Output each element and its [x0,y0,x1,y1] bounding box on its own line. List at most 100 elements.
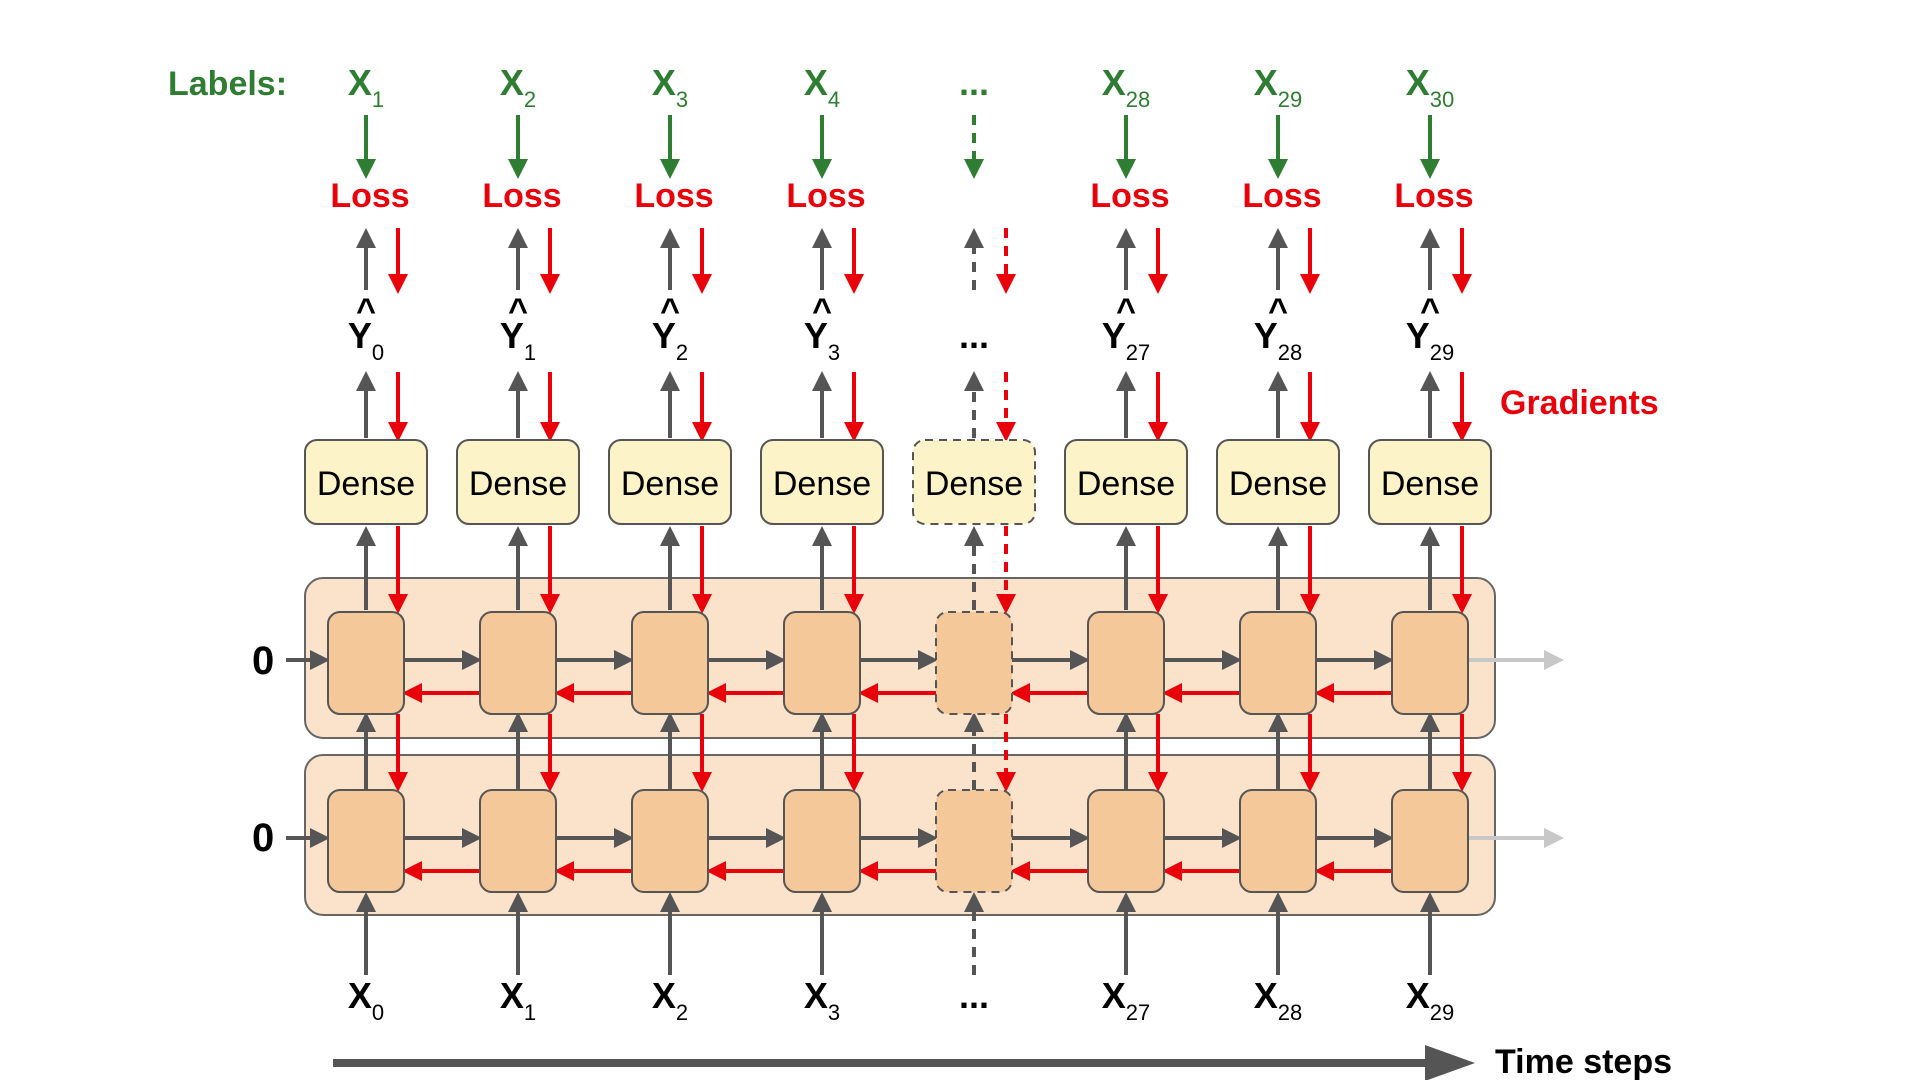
box-layer [304,439,1492,893]
pred-hat-7: ^ [1420,292,1440,330]
rnn-cell-l2-3 [783,789,861,893]
loss-label-2: Loss [634,177,713,215]
loss-label-3: Loss [786,177,865,215]
rnn-cell-l1-4 [935,611,1013,715]
prediction-2: Y2 [652,315,688,365]
label-5-subscript: 28 [1126,87,1150,112]
input-6-base: X [1254,975,1278,1016]
input-4-base: ... [959,975,989,1016]
label-2-subscript: 3 [676,87,688,112]
prediction-7: Y29 [1406,315,1455,365]
rnn-cell-l1-6 [1239,611,1317,715]
input-7-base: X [1406,975,1430,1016]
label-7-base: X [1406,62,1430,103]
prediction-3-base: Y [804,315,828,356]
label-7: X30 [1406,62,1455,112]
input-3-subscript: 3 [828,1000,840,1025]
label-1-subscript: 2 [524,87,536,112]
dense-label-5: Dense [1077,465,1175,503]
pred-hat-0: ^ [356,292,376,330]
label-2-base: X [652,62,676,103]
time-steps-label: Time steps [1495,1043,1672,1080]
prediction-0-subscript: 0 [372,340,384,365]
prediction-0-base: Y [348,315,372,356]
input-7-subscript: 29 [1430,1000,1454,1025]
prediction-5: Y27 [1102,315,1151,365]
input-6-subscript: 28 [1278,1000,1302,1025]
input-4: ... [959,975,989,1016]
input-5-subscript: 27 [1126,1000,1150,1025]
pred-hat-5: ^ [1116,292,1136,330]
input-2-base: X [652,975,676,1016]
label-0-base: X [348,62,372,103]
rnn-cell-l2-0 [327,789,405,893]
label-0-subscript: 1 [372,87,384,112]
dense-label-6: Dense [1229,465,1327,503]
prediction-1: Y1 [500,315,536,365]
prediction-2-base: Y [652,315,676,356]
rnn-cell-l2-4 [935,789,1013,893]
gradients-label: Gradients [1500,384,1659,422]
dense-label-0: Dense [317,465,415,503]
initial-state-bottom: 0 [252,816,274,860]
pred-hat-3: ^ [812,292,832,330]
dense-label-2: Dense [621,465,719,503]
dense-box-5 [1064,439,1188,525]
input-6: X28 [1254,975,1303,1025]
rnn-cell-l2-6 [1239,789,1317,893]
input-3: X3 [804,975,840,1025]
dense-box-3 [760,439,884,525]
input-5-base: X [1102,975,1126,1016]
label-6-base: X [1254,62,1278,103]
labels-title: Labels: [168,65,287,103]
rnn-cell-l1-1 [479,611,557,715]
input-1-base: X [500,975,524,1016]
input-5: X27 [1102,975,1151,1025]
dense-box-7 [1368,439,1492,525]
input-0-base: X [348,975,372,1016]
input-3-base: X [804,975,828,1016]
pred-hat-6: ^ [1268,292,1288,330]
loss-label-7: Loss [1394,177,1473,215]
input-7: X29 [1406,975,1455,1025]
rnn-cell-l1-3 [783,611,861,715]
label-6: X29 [1254,62,1303,112]
rnn-cell-l2-7 [1391,789,1469,893]
label-0: X1 [348,62,384,112]
label-1: X2 [500,62,536,112]
loss-label-0: Loss [330,177,409,215]
prediction-3: Y3 [804,315,840,365]
dense-box-2 [608,439,732,525]
dense-label-4: Dense [925,465,1023,503]
initial-state-top: 0 [252,639,274,683]
prediction-1-subscript: 1 [524,340,536,365]
pred-hat-1: ^ [508,292,528,330]
label-5-base: X [1102,62,1126,103]
input-0-subscript: 0 [372,1000,384,1025]
input-1: X1 [500,975,536,1025]
label-3: X4 [804,62,840,112]
rnn-cell-l1-2 [631,611,709,715]
prediction-3-subscript: 3 [828,340,840,365]
loss-label-5: Loss [1090,177,1169,215]
dense-box-6 [1216,439,1340,525]
time-axis-head [1425,1045,1475,1080]
prediction-5-subscript: 27 [1126,340,1150,365]
loss-label-6: Loss [1242,177,1321,215]
label-7-subscript: 30 [1430,87,1454,112]
label-6-subscript: 29 [1278,87,1302,112]
rnn-cell-l2-1 [479,789,557,893]
prediction-2-subscript: 2 [676,340,688,365]
prediction-7-base: Y [1406,315,1430,356]
loss-label-1: Loss [482,177,561,215]
prediction-6-subscript: 28 [1278,340,1302,365]
prediction-7-subscript: 29 [1430,340,1454,365]
rnn-cell-l1-7 [1391,611,1469,715]
prediction-4-base: ... [959,315,989,356]
rnn-cell-l1-5 [1087,611,1165,715]
dense-box-4 [912,439,1036,525]
label-2: X3 [652,62,688,112]
label-5: X28 [1102,62,1151,112]
label-4: ... [959,62,989,103]
